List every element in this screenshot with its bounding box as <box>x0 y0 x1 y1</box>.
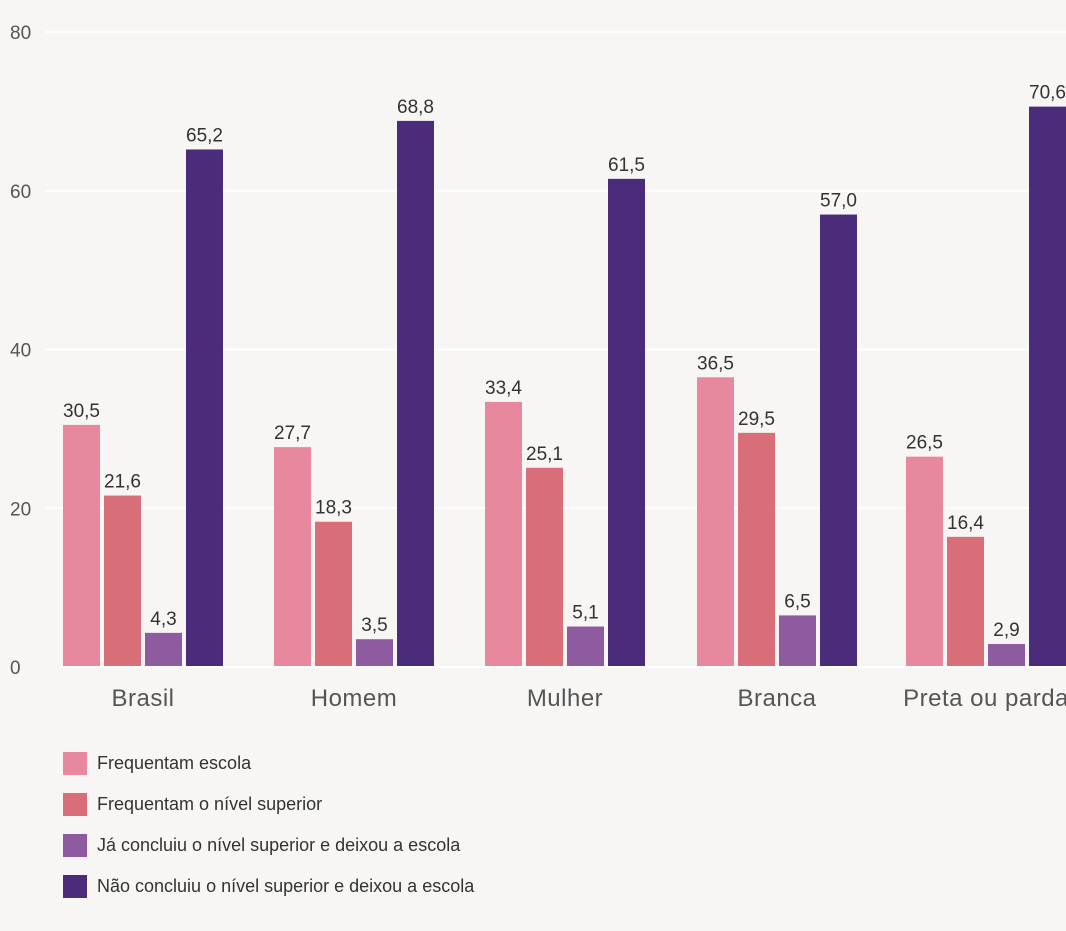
category-label: Brasil <box>111 685 174 712</box>
category-label: Preta ou parda <box>903 685 1066 712</box>
legend-item: Frequentam o nível superior <box>63 793 474 816</box>
bar <box>567 626 604 667</box>
bar <box>356 639 393 667</box>
legend-swatch <box>63 793 87 816</box>
bar <box>820 214 857 667</box>
data-label: 3,5 <box>361 615 387 636</box>
bar <box>1029 106 1066 668</box>
y-tick-label: 0 <box>10 658 21 679</box>
bar <box>738 432 775 667</box>
y-tick-label: 60 <box>10 182 31 203</box>
data-label: 36,5 <box>697 353 734 374</box>
bar <box>697 377 734 667</box>
legend: Frequentam escola Frequentam o nível supe… <box>63 752 474 916</box>
bar <box>779 615 816 667</box>
bar <box>397 120 434 667</box>
category-label: Homem <box>311 685 398 712</box>
bar <box>186 149 223 668</box>
legend-swatch <box>63 875 87 898</box>
data-label: 5,1 <box>572 603 598 624</box>
legend-swatch <box>63 752 87 775</box>
category-label: Branca <box>737 685 816 712</box>
data-label: 65,2 <box>186 125 223 146</box>
data-label: 18,3 <box>315 498 352 519</box>
bar <box>315 521 352 667</box>
data-label: 27,7 <box>274 423 311 444</box>
category-label: Mulher <box>527 685 603 712</box>
bar <box>63 424 100 667</box>
data-label: 26,5 <box>906 433 943 454</box>
data-label: 16,4 <box>947 513 984 534</box>
y-tick-label: 80 <box>10 23 31 44</box>
bar-chart: 0 20 40 60 80 30,5 21,6 4,3 65,2 Brasil 27,7 18,3 3,… <box>10 23 1066 712</box>
bar <box>947 536 984 667</box>
data-label: 2,9 <box>993 620 1019 641</box>
data-label: 6,5 <box>784 591 810 612</box>
y-tick-label: 40 <box>10 341 31 362</box>
data-label: 57,0 <box>820 191 857 212</box>
legend-label: Frequentam escola <box>97 753 252 773</box>
legend-item: Frequentam escola <box>63 752 474 775</box>
bar <box>906 456 943 667</box>
bar <box>104 495 141 667</box>
legend-item: Não concluiu o nível superior e deixou a… <box>63 875 474 898</box>
data-label: 29,5 <box>738 409 775 430</box>
bar <box>145 632 182 667</box>
legend-item: Já concluiu o nível superior e deixou a … <box>63 834 474 857</box>
data-label: 4,3 <box>150 609 176 630</box>
legend-label: Não concluiu o nível superior e deixou a… <box>97 876 475 896</box>
bar <box>274 447 311 667</box>
legend-label: Frequentam o nível superior <box>97 794 323 814</box>
bar <box>526 467 563 667</box>
data-label: 61,5 <box>608 155 645 176</box>
bar <box>608 178 645 667</box>
bar <box>485 401 522 667</box>
y-tick-label: 20 <box>10 499 31 520</box>
data-label: 30,5 <box>63 401 100 422</box>
data-label: 21,6 <box>104 472 141 493</box>
data-label: 70,6 <box>1029 83 1066 104</box>
data-label: 25,1 <box>526 444 563 465</box>
legend-label: Já concluiu o nível superior e deixou a … <box>97 835 461 855</box>
legend-swatch <box>63 834 87 857</box>
bar <box>988 643 1025 667</box>
data-label: 33,4 <box>485 378 522 399</box>
data-label: 68,8 <box>397 97 434 118</box>
